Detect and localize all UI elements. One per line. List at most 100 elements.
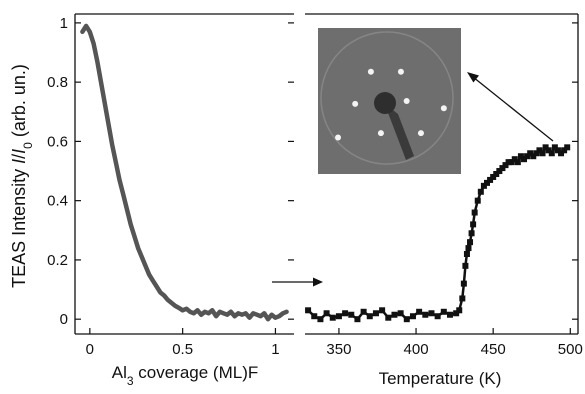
data-point bbox=[329, 314, 336, 321]
diffraction-spot bbox=[367, 68, 374, 75]
x-tick-label: 350 bbox=[326, 341, 351, 358]
data-point bbox=[403, 316, 410, 323]
data-point bbox=[514, 159, 521, 166]
diffraction-spot bbox=[440, 105, 447, 112]
temperature-axis-title: Temperature (K) bbox=[379, 369, 502, 388]
data-point bbox=[462, 262, 469, 269]
data-point bbox=[539, 150, 546, 157]
coverage-series bbox=[80, 23, 289, 322]
data-point bbox=[465, 245, 472, 252]
data-point bbox=[335, 313, 342, 320]
diffraction-spot bbox=[417, 130, 424, 137]
data-point bbox=[474, 197, 481, 204]
data-point bbox=[480, 182, 487, 189]
data-point bbox=[434, 313, 441, 320]
diffraction-spot bbox=[335, 134, 342, 141]
inset-arrow-shaft bbox=[472, 76, 554, 142]
y-tick-label: 0 bbox=[60, 311, 68, 328]
coverage-panel: 0 0.2 0.4 0.6 0.8 1 0 0.5 1 Al3 coverage (ML)F T… bbox=[9, 13, 294, 388]
data-point bbox=[517, 153, 524, 160]
data-point bbox=[545, 147, 552, 154]
x-tick-label: 0.5 bbox=[172, 341, 193, 358]
data-point bbox=[453, 310, 460, 317]
data-point bbox=[385, 314, 392, 321]
x-tick-label: 500 bbox=[558, 341, 583, 358]
data-point bbox=[527, 150, 534, 157]
data-point bbox=[459, 295, 466, 302]
data-point bbox=[440, 308, 447, 315]
data-point bbox=[360, 308, 367, 315]
data-point bbox=[446, 311, 453, 318]
data-point bbox=[354, 316, 361, 323]
data-point bbox=[499, 165, 506, 172]
data-point bbox=[505, 159, 512, 166]
teas-intensity-axis-title: TEAS Intensity I/I0 (arb. un.) bbox=[9, 64, 35, 288]
x-tick-label: 450 bbox=[481, 341, 506, 358]
y-tick-label: 0.2 bbox=[47, 252, 68, 269]
inset-arrow-head bbox=[467, 72, 479, 83]
inset-diffraction-spots bbox=[335, 68, 447, 141]
diffraction-spot bbox=[403, 98, 410, 104]
right-panel-ticks: 350 400 450 500 bbox=[326, 22, 583, 358]
data-point bbox=[470, 221, 477, 228]
data-point bbox=[496, 168, 503, 175]
data-point bbox=[342, 310, 349, 317]
data-point bbox=[456, 307, 463, 314]
data-point bbox=[564, 144, 571, 151]
data-point bbox=[409, 313, 416, 320]
data-point bbox=[484, 179, 490, 186]
x-tick-label: 1 bbox=[271, 341, 279, 358]
transition-arrow-head bbox=[313, 277, 323, 287]
y-tick-label: 0.6 bbox=[47, 133, 68, 150]
data-point bbox=[305, 307, 312, 314]
diffraction-spot bbox=[352, 100, 359, 107]
x-tick-label: 400 bbox=[404, 341, 429, 358]
x-tick-label: 0 bbox=[86, 341, 94, 358]
data-point bbox=[487, 176, 494, 183]
data-point bbox=[317, 316, 324, 323]
inset-sample-holder bbox=[384, 103, 414, 160]
data-point bbox=[493, 171, 500, 177]
data-point bbox=[372, 310, 379, 317]
data-point bbox=[379, 307, 386, 314]
data-point bbox=[551, 144, 558, 151]
data-point bbox=[558, 150, 565, 157]
coverage-line bbox=[80, 23, 289, 322]
data-point bbox=[508, 159, 515, 166]
data-point bbox=[536, 147, 543, 154]
data-point bbox=[490, 173, 497, 180]
data-point bbox=[468, 230, 475, 237]
data-point bbox=[542, 144, 549, 151]
inset-center-shadow bbox=[374, 92, 396, 114]
data-point bbox=[463, 251, 470, 257]
data-point bbox=[561, 147, 568, 154]
data-point bbox=[348, 311, 355, 318]
data-point bbox=[502, 162, 509, 169]
data-point bbox=[471, 209, 478, 216]
diffraction-inset bbox=[318, 28, 461, 174]
diffraction-spot bbox=[397, 68, 404, 75]
data-point bbox=[428, 310, 435, 317]
annotation-arrows bbox=[272, 72, 554, 287]
y-tick-label: 0.4 bbox=[47, 193, 68, 210]
data-point bbox=[548, 150, 555, 157]
data-point bbox=[416, 308, 423, 315]
data-point bbox=[524, 153, 531, 160]
data-point bbox=[521, 156, 528, 163]
inset-screen-ring bbox=[320, 31, 454, 165]
data-point bbox=[477, 188, 484, 195]
left-panel-ticks: 0 0.2 0.4 0.6 0.8 1 0 0.5 1 bbox=[47, 15, 294, 358]
diffraction-spot bbox=[377, 130, 384, 137]
data-point bbox=[311, 313, 318, 320]
temperature-series bbox=[305, 144, 571, 323]
coverage-axis-title: Al3 coverage (ML)F bbox=[112, 363, 259, 388]
data-point bbox=[391, 311, 398, 318]
data-point bbox=[530, 153, 537, 160]
data-point bbox=[366, 313, 373, 320]
y-tick-label: 1 bbox=[60, 15, 68, 32]
data-point bbox=[397, 310, 404, 317]
temperature-panel: 350 400 450 500 Temperature (K) bbox=[305, 13, 583, 388]
data-point bbox=[323, 310, 330, 317]
data-point bbox=[422, 311, 429, 318]
